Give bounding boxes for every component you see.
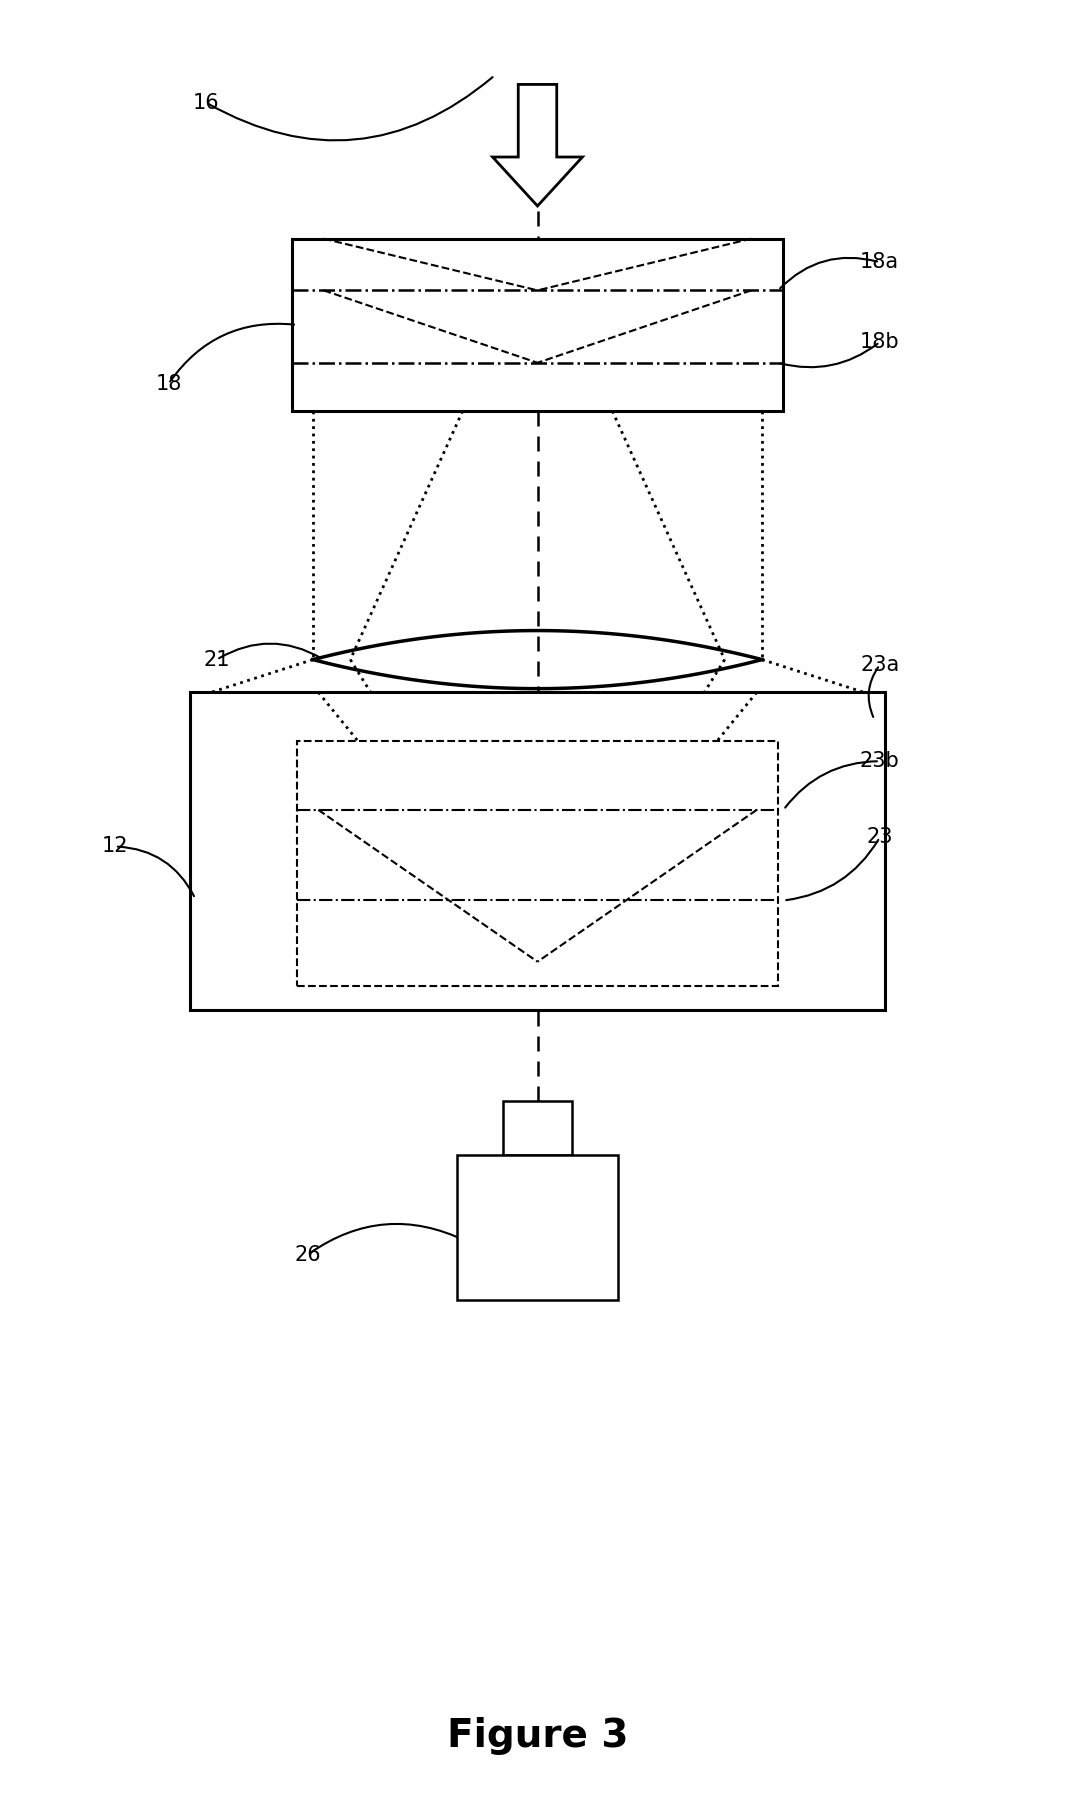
Bar xyxy=(297,741,778,986)
Text: 18b: 18b xyxy=(860,331,900,351)
Text: 23a: 23a xyxy=(860,655,900,675)
Text: 23: 23 xyxy=(866,828,893,848)
Bar xyxy=(503,1101,572,1156)
Text: 21: 21 xyxy=(203,650,230,670)
Bar xyxy=(457,1156,618,1299)
Text: Figure 3: Figure 3 xyxy=(447,1716,628,1754)
Text: 23b: 23b xyxy=(860,752,900,772)
Text: 26: 26 xyxy=(295,1245,320,1265)
Bar xyxy=(190,692,885,1010)
Text: 12: 12 xyxy=(102,837,128,857)
Text: 18: 18 xyxy=(156,373,182,393)
Bar xyxy=(291,238,784,411)
Polygon shape xyxy=(492,84,583,206)
Text: 16: 16 xyxy=(192,93,219,113)
Text: 18a: 18a xyxy=(860,253,900,273)
